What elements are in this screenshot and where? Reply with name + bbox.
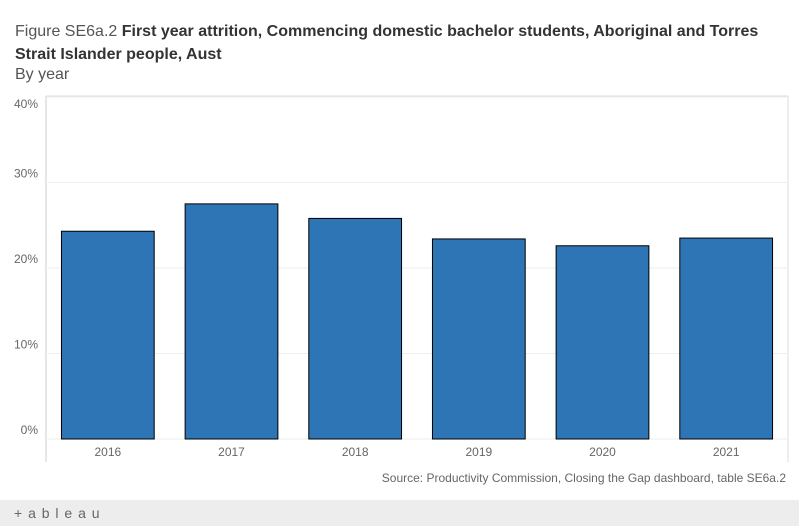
x-tick-label: 2016 [94, 445, 121, 459]
y-tick-label: 40% [14, 97, 38, 111]
bar [60, 230, 155, 440]
bar [555, 245, 650, 440]
chart: Source: Productivity Commission, Closing… [14, 95, 789, 485]
x-tick-label: 2018 [342, 445, 369, 459]
x-tick-label: 2017 [218, 445, 245, 459]
x-tick-label: 2020 [589, 445, 616, 459]
bar [184, 203, 279, 440]
footer: + a b l e a u [0, 500, 799, 526]
bar [431, 238, 526, 440]
chart-subtitle: By year [15, 66, 70, 83]
logo: + a b l e a u [14, 505, 101, 521]
title-main: First year attrition, Commencing domesti… [15, 23, 759, 63]
y-tick-label: 0% [21, 423, 39, 437]
y-tick-label: 10% [14, 338, 38, 352]
bar [679, 237, 774, 440]
title-prefix: Figure SE6a.2 [15, 23, 118, 40]
x-tick-label: 2019 [465, 445, 492, 459]
source-note: Source: Productivity Commission, Closing… [382, 471, 787, 485]
chart-title: Figure SE6a.2 First year attrition, Comm… [15, 20, 775, 66]
bar [308, 217, 403, 440]
y-tick-label: 20% [14, 252, 38, 266]
x-tick-label: 2021 [713, 445, 740, 459]
y-tick-label: 30% [14, 167, 38, 181]
